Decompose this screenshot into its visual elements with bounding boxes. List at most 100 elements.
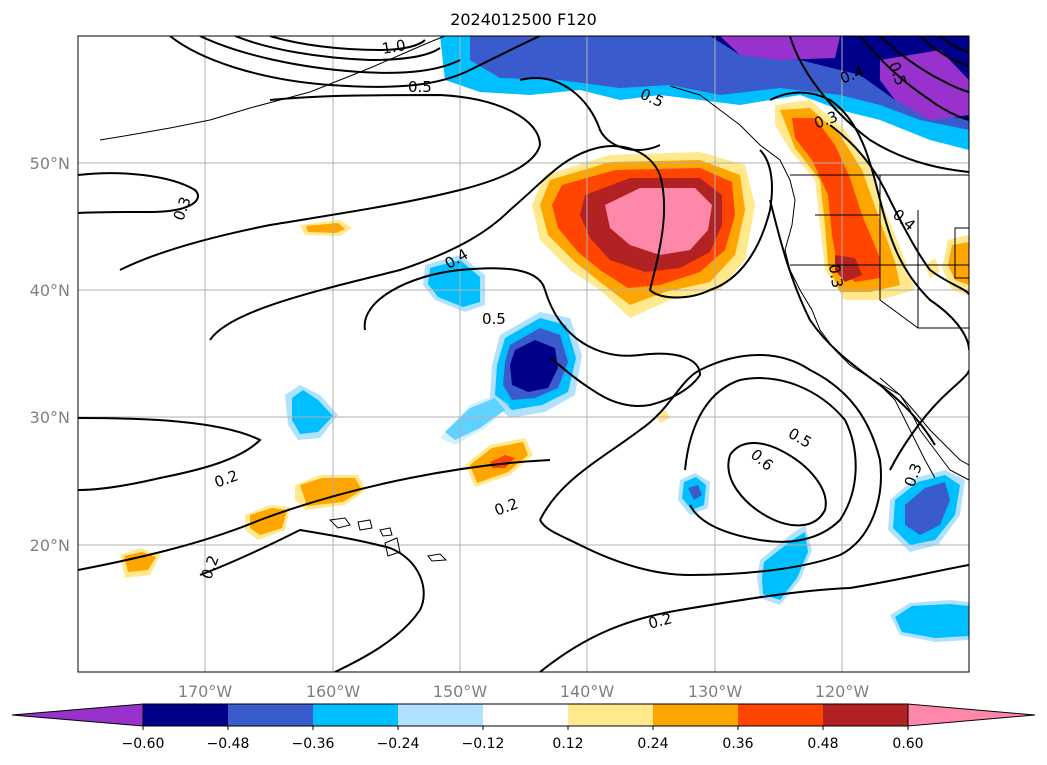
coast-hawaii-3 <box>379 527 393 537</box>
colorbar-tick-label: 0.24 <box>637 736 668 752</box>
contour-0-5-big-north <box>119 93 542 271</box>
contour-label-0-2-central: 0.2 <box>492 494 521 519</box>
contour-0-2-west <box>78 417 262 491</box>
coast-hawaii-5 <box>427 553 448 562</box>
contour-east-5 <box>789 36 969 173</box>
lon-label-170w: 170°W <box>178 682 233 701</box>
contour-north-1 <box>169 36 541 88</box>
contour-label-0-4-inland: 0.4 <box>889 205 919 234</box>
shade-spot-positive-4-core <box>250 508 287 535</box>
contour-lines <box>78 36 969 672</box>
colorbar-segment <box>313 704 398 726</box>
colorbar-segment <box>738 704 823 726</box>
coast-hawaii-2 <box>357 519 373 531</box>
coast-mexico-inland <box>879 377 969 466</box>
colorbar-tick-label: 0.48 <box>807 736 838 752</box>
colorbar-tick-label: −0.12 <box>462 736 505 752</box>
shade-pnw-positive-3 <box>792 118 880 282</box>
contour-0-3-coast <box>769 199 936 446</box>
colorbar-tick-label: 0.60 <box>892 736 923 752</box>
contour-label-0-5-northwest: 0.5 <box>408 78 432 96</box>
colorbar-segment <box>398 704 483 726</box>
contour-north-2 <box>199 36 461 74</box>
contour-0-3-west <box>78 172 199 214</box>
contour-0-3-east <box>889 369 969 471</box>
colorbar-tick-label: 0.36 <box>722 736 753 752</box>
colorbar-tick-label: −0.24 <box>377 736 420 752</box>
contour-north-4 <box>269 36 426 52</box>
contour-label-0-2-west: 0.2 <box>212 466 241 491</box>
colorbar-tick-label: 0.12 <box>552 736 583 752</box>
contour-east-1 <box>859 36 969 121</box>
contour-0-2-south <box>539 564 969 672</box>
shade-east-edge-positive-core <box>948 242 969 285</box>
coast-alaska-pan <box>99 36 446 141</box>
colorbar-segment <box>568 704 653 726</box>
contour-north-3 <box>234 36 441 62</box>
colorbar-tick-label: −0.48 <box>207 736 250 752</box>
latitude-labels: 50°N 40°N 30°N 20°N <box>30 154 70 555</box>
coast-inland-border-4 <box>879 175 969 329</box>
map-plot-area: 0.3 0.4 0.5 0.2 0.2 0.2 0.2 0.5 0.6 0.3 … <box>78 36 969 672</box>
lon-label-150w: 150°W <box>433 682 488 701</box>
shade-negative-spot-6-core <box>895 604 969 638</box>
colorbar-segment <box>228 704 313 726</box>
shade-central-negative-4 <box>510 340 558 392</box>
shade-negative-spot-4-core <box>762 532 808 600</box>
lat-label-20n: 20°N <box>30 536 70 555</box>
lon-label-160w: 160°W <box>306 682 361 701</box>
shade-north-band-purple <box>720 36 840 60</box>
lat-label-50n: 50°N <box>30 154 70 173</box>
contour-0-2-outer <box>199 528 425 672</box>
contour-0-3-pnw <box>769 91 969 351</box>
shade-negative-spot-2-core <box>292 390 333 434</box>
contour-label-0-5-central: 0.5 <box>482 310 506 328</box>
lon-label-120w: 120°W <box>815 682 870 701</box>
shaded-regions <box>120 36 969 642</box>
contour-0-4-main <box>209 145 773 341</box>
shade-negative-spot-3-dark <box>688 485 702 500</box>
contour-east-2 <box>879 36 969 93</box>
colorbar-segment <box>823 704 908 726</box>
shade-spot-positive-5-core <box>124 552 156 572</box>
colorbar-tick-label: −0.60 <box>122 736 165 752</box>
contour-0-3-big <box>539 354 882 577</box>
coast-hawaii-1 <box>328 517 351 529</box>
contour-label-0-2-southwest: 0.2 <box>198 553 223 582</box>
shade-negative-spot-5-mid <box>905 482 950 535</box>
lat-label-30n: 30°N <box>30 408 70 427</box>
colorbar-segment <box>653 704 738 726</box>
contour-0-4-inland <box>829 124 969 296</box>
contour-label-0-3-west: 0.3 <box>170 194 195 223</box>
contour-0-5-central <box>363 267 702 407</box>
longitude-labels: 170°W 160°W 150°W 140°W 130°W 120°W <box>178 682 870 701</box>
colorbar-outline <box>142 703 909 727</box>
contour-0-6-southeast <box>727 442 827 527</box>
shade-spot-positive-1-core <box>306 223 345 233</box>
map-frame <box>77 35 970 673</box>
contour-label-0-3-inland: 0.3 <box>825 263 847 290</box>
coast-inland-border-6 <box>954 227 969 279</box>
contour-east-4 <box>939 36 969 53</box>
shade-spot-positive-3-core <box>300 478 362 506</box>
contour-east-3 <box>919 36 969 67</box>
colorbar: −0.60 −0.48 −0.36 −0.24 −0.12 0.12 0.24 0.36 0.4… <box>11 703 1036 752</box>
lat-label-40n: 40°N <box>30 281 70 300</box>
colorbar-tick-label: −0.36 <box>292 736 335 752</box>
colorbar-extend-high <box>907 703 1036 727</box>
shade-central-positive-5 <box>605 188 712 255</box>
map-title: 2024012500 F120 <box>450 10 597 29</box>
shade-spot-positive-7 <box>925 258 940 278</box>
contour-label-0-5-southeast: 0.5 <box>785 424 815 452</box>
colorbar-segment <box>143 704 228 726</box>
contour-label-0-2-south: 0.2 <box>646 609 674 633</box>
shade-negative-tail-light <box>440 395 510 445</box>
graticule <box>78 36 969 672</box>
shade-northeast-purple <box>880 50 969 120</box>
contour-0-5-southeast <box>684 377 857 543</box>
contour-0-2-central <box>78 459 551 571</box>
colorbar-extend-low <box>11 703 144 727</box>
contour-label-1-0-north: 1.0 <box>380 36 407 58</box>
lon-label-140w: 140°W <box>560 682 615 701</box>
